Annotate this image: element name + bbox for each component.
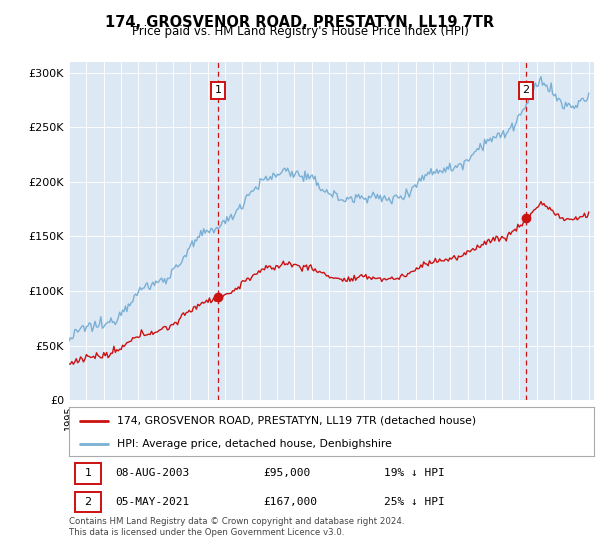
Text: £95,000: £95,000 xyxy=(263,468,311,478)
Text: 19% ↓ HPI: 19% ↓ HPI xyxy=(384,468,445,478)
Text: HPI: Average price, detached house, Denbighshire: HPI: Average price, detached house, Denb… xyxy=(118,438,392,449)
Text: 1: 1 xyxy=(85,468,91,478)
Text: 2: 2 xyxy=(523,85,529,95)
Text: Price paid vs. HM Land Registry's House Price Index (HPI): Price paid vs. HM Land Registry's House … xyxy=(131,25,469,38)
Text: 08-AUG-2003: 08-AUG-2003 xyxy=(115,468,190,478)
Text: Contains HM Land Registry data © Crown copyright and database right 2024.
This d: Contains HM Land Registry data © Crown c… xyxy=(69,517,404,537)
Bar xyxy=(76,463,101,484)
Text: 05-MAY-2021: 05-MAY-2021 xyxy=(115,497,190,507)
Text: 2: 2 xyxy=(85,497,91,507)
Text: 1: 1 xyxy=(215,85,221,95)
Text: 174, GROSVENOR ROAD, PRESTATYN, LL19 7TR: 174, GROSVENOR ROAD, PRESTATYN, LL19 7TR xyxy=(106,15,494,30)
Bar xyxy=(76,492,101,512)
Text: £167,000: £167,000 xyxy=(263,497,317,507)
Text: 174, GROSVENOR ROAD, PRESTATYN, LL19 7TR (detached house): 174, GROSVENOR ROAD, PRESTATYN, LL19 7TR… xyxy=(118,416,476,426)
Text: 25% ↓ HPI: 25% ↓ HPI xyxy=(384,497,445,507)
